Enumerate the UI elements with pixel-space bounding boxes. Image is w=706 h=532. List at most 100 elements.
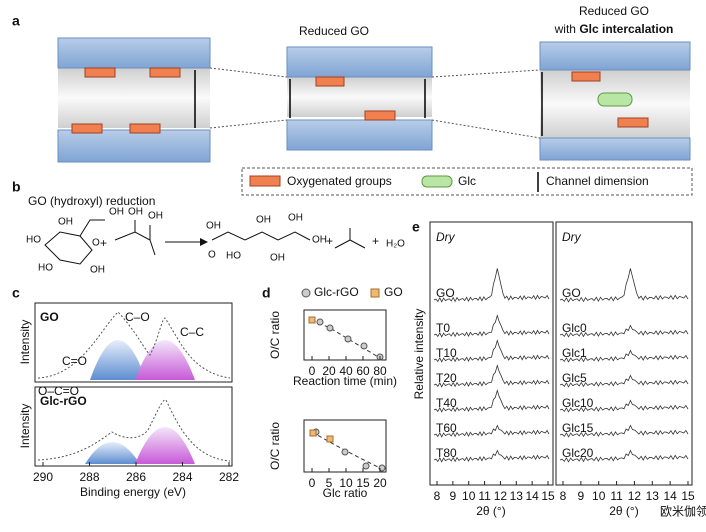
trace-label: GO — [436, 286, 455, 300]
trace-label: Glc20 — [562, 446, 594, 460]
atom-label: OH — [148, 211, 163, 222]
trace-label: GO — [562, 286, 581, 300]
atom-label: O — [92, 238, 100, 249]
x-tick-label: 5 — [326, 476, 333, 490]
trace-label: T0 — [436, 321, 450, 335]
trace-label: Glc5 — [562, 371, 587, 385]
panel-label: a — [12, 13, 20, 29]
trace — [559, 324, 689, 338]
trace-label: T40 — [436, 396, 457, 410]
sample-label: Glc-rGO — [40, 394, 87, 408]
x-tick-label: 9 — [578, 489, 585, 503]
panel-a: a Reduced GO Reduced GO with Glc interca… — [12, 4, 693, 196]
y-label: Intensity — [18, 404, 32, 449]
x-tick-label: 284 — [172, 470, 192, 484]
panel-label: d — [262, 285, 271, 301]
atom-label: OH — [270, 253, 285, 264]
atom-label: OH — [256, 215, 271, 226]
x-tick-label: 15 — [681, 489, 695, 503]
trace — [433, 364, 550, 388]
x-tick-label: 14 — [525, 489, 539, 503]
x-tick-label: 0 — [309, 364, 316, 378]
atom-label: OH — [206, 221, 221, 232]
trace — [433, 424, 550, 438]
trace — [559, 268, 689, 303]
title: Reduced GO — [579, 4, 649, 18]
subtitle: with Glc intercalation — [554, 22, 674, 36]
trace — [433, 449, 550, 463]
trace — [559, 449, 689, 463]
x-tick-label: 288 — [79, 470, 99, 484]
trace — [559, 424, 689, 438]
panel-label: e — [412, 219, 420, 235]
x-tick-label: 40 — [339, 364, 353, 378]
peak-label: C=O — [62, 354, 87, 368]
panel-label: b — [12, 179, 21, 195]
x-label: Reaction time (min) — [293, 374, 397, 388]
panel-e: e Dry Dry Relative intensity 2θ (°) 2θ (… — [412, 219, 706, 519]
x-tick-label: 20 — [322, 364, 336, 378]
x-tick-label: 10 — [339, 476, 353, 490]
trace — [433, 389, 550, 413]
trace-label: Glc0 — [562, 321, 587, 335]
x-tick-label: 12 — [628, 489, 642, 503]
legend-entry: GO — [384, 285, 403, 299]
atom-label: OH — [312, 235, 327, 246]
x-tick-label: 10 — [462, 489, 476, 503]
x-tick-label: 20 — [373, 476, 387, 490]
x-label: Glc ratio — [323, 486, 368, 500]
atom-label: OH — [109, 207, 124, 218]
x-tick-label: 290 — [33, 470, 53, 484]
title: GO (hydroxyl) reduction — [28, 194, 155, 208]
peak-label: C–C — [180, 325, 204, 339]
trace — [433, 314, 550, 338]
trace — [433, 339, 550, 363]
y-label: Intensity — [18, 320, 32, 365]
subtitle-prefix: with — [554, 22, 580, 36]
atom-label: OH — [128, 207, 143, 218]
x-label: Binding energy (eV) — [80, 485, 186, 499]
x-tick-label: 9 — [450, 489, 457, 503]
x-tick-label: 13 — [510, 489, 524, 503]
watermark: 欧米伽领地 — [660, 504, 706, 519]
y-label: O/C ratio — [268, 422, 282, 470]
x-tick-label: 11 — [478, 489, 491, 503]
x-tick-label: 80 — [373, 364, 387, 378]
atom-label: O — [208, 250, 216, 261]
trace — [559, 399, 689, 413]
x-tick-label: 282 — [219, 470, 239, 484]
x-tick-label: 8 — [434, 489, 441, 503]
x-tick-label: 11 — [610, 489, 623, 503]
panel-d: d Glc-rGO GO O/C ratio O/C ratio Reactio… — [262, 285, 403, 500]
x-label: 2θ (°) — [476, 504, 505, 518]
atom-label: + — [372, 234, 379, 248]
title: Reduced GO — [299, 24, 369, 38]
panel-label: c — [12, 285, 20, 301]
sample-label: GO — [40, 310, 59, 324]
atom-label: H₂O — [386, 239, 405, 250]
atom-label: HO — [38, 263, 53, 274]
panel-c: c GO Glc-rGO C–O C–C C=O O–C=O Intensity… — [12, 285, 239, 499]
trace-label: T60 — [436, 421, 457, 435]
legend-entry: Oxygenated groups — [287, 174, 392, 188]
trace-label: Glc15 — [562, 421, 594, 435]
legend-entry: Glc-rGO — [314, 285, 359, 299]
y-label: O/C ratio — [268, 311, 282, 359]
y-label: Relative intensity — [412, 309, 426, 400]
trace-label: T80 — [436, 446, 457, 460]
x-tick-label: 15 — [356, 476, 370, 490]
x-tick-label: 60 — [356, 364, 370, 378]
legend-entry: Glc — [458, 174, 476, 188]
trace-label: Glc10 — [562, 396, 594, 410]
x-tick-label: 286 — [126, 470, 146, 484]
atom-label: OH — [90, 265, 105, 276]
condition: Dry — [436, 230, 456, 244]
x-tick-label: 10 — [592, 489, 606, 503]
x-tick-label: 8 — [560, 489, 567, 503]
atom-label: + — [326, 234, 333, 248]
condition: Dry — [562, 230, 582, 244]
atom-label: OH — [288, 213, 303, 224]
legend-entry: Channel dimension — [546, 174, 649, 188]
x-tick-label: 13 — [646, 489, 660, 503]
